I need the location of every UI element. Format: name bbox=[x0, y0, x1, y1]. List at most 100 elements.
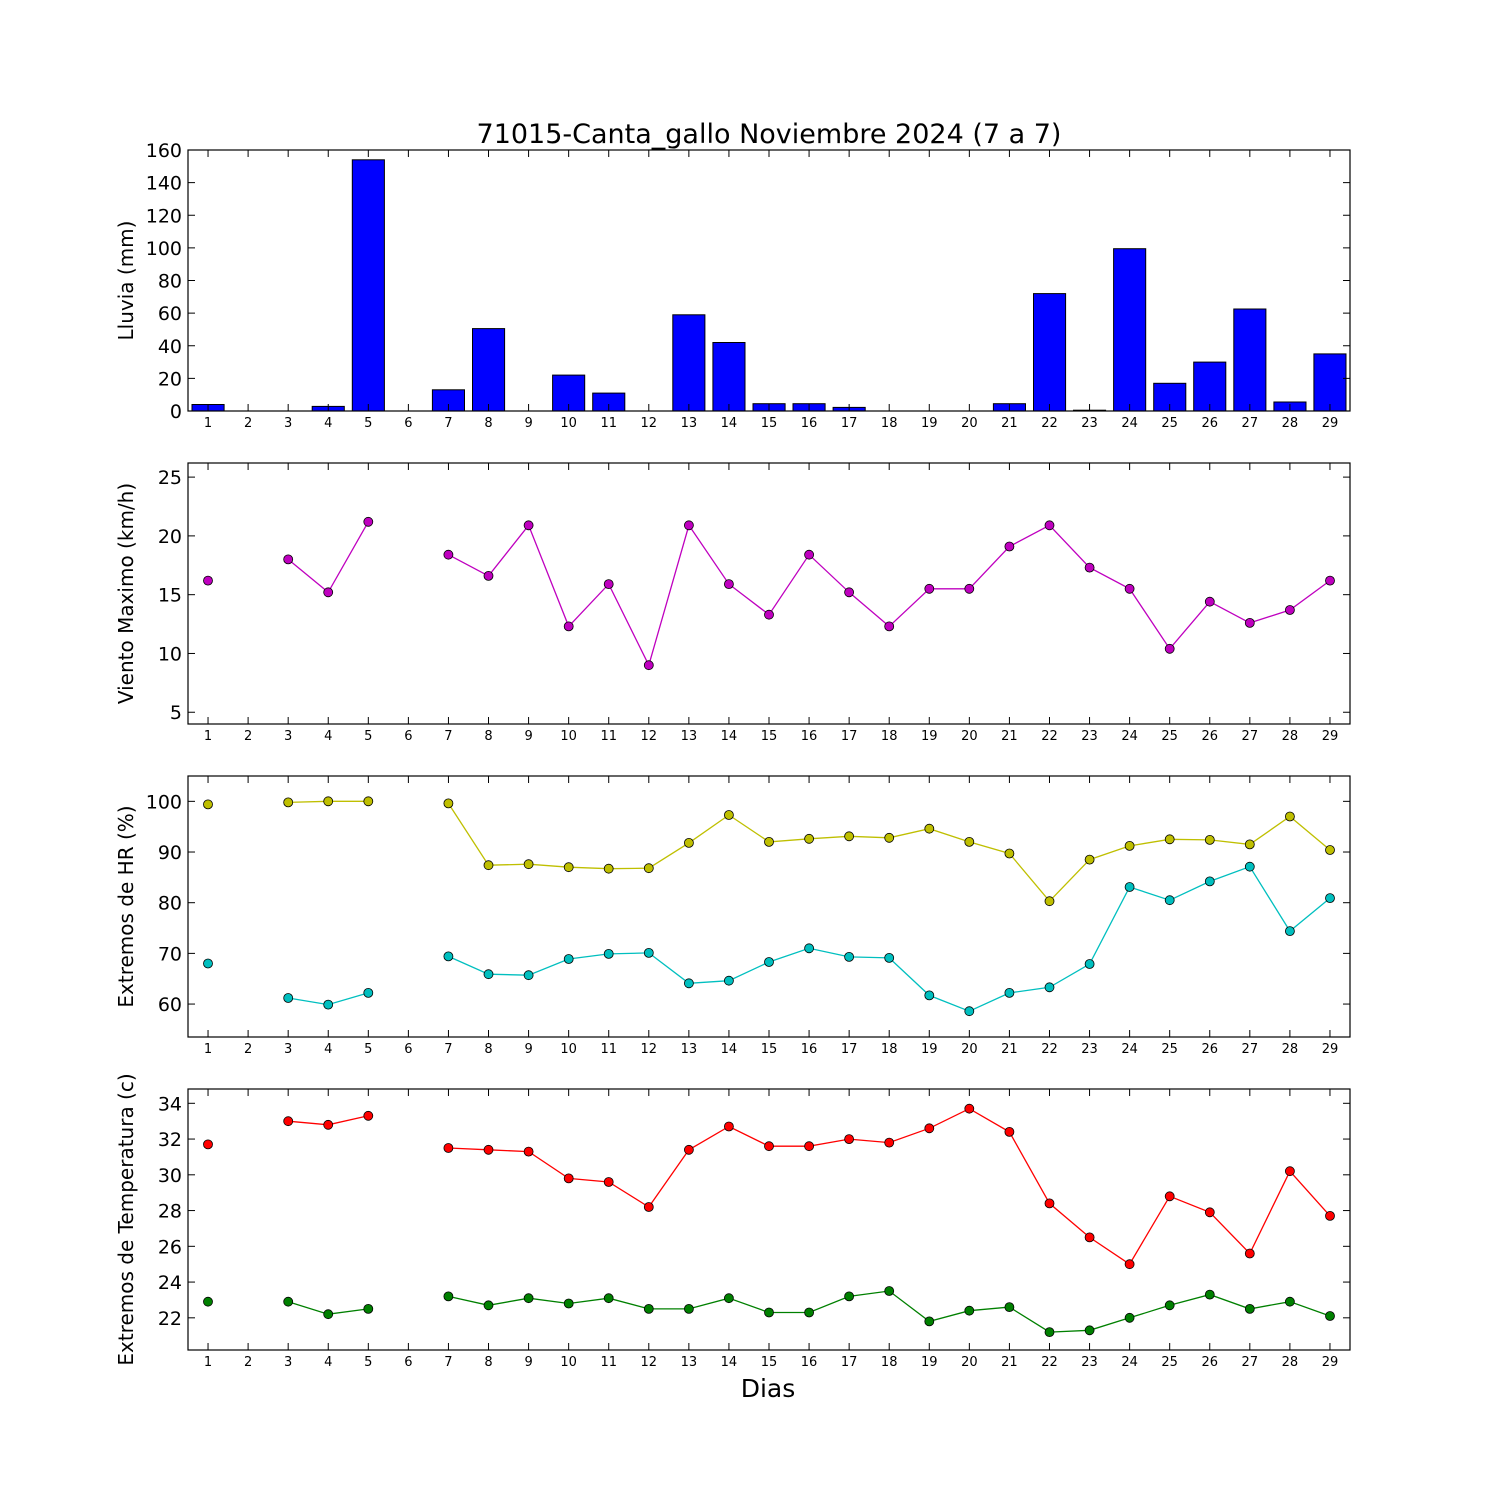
xtick-label: 4 bbox=[324, 1042, 332, 1057]
xtick-label: 28 bbox=[1282, 416, 1299, 431]
xtick-label: 8 bbox=[484, 1355, 492, 1370]
point-hr-0-3 bbox=[283, 797, 294, 808]
point-temperatura-0-25 bbox=[1164, 1191, 1175, 1202]
xtick-label: 17 bbox=[841, 729, 858, 744]
point-hr-1-7 bbox=[443, 951, 454, 962]
point-hr-1-11 bbox=[603, 949, 614, 959]
point-hr-0-10 bbox=[563, 862, 574, 873]
xtick-label: 23 bbox=[1081, 416, 1098, 431]
point-temperatura-0-16 bbox=[804, 1141, 814, 1152]
bar-lluvia-24 bbox=[1113, 248, 1147, 412]
bar-lluvia-14 bbox=[712, 342, 746, 412]
xtick-label: 25 bbox=[1161, 729, 1178, 744]
point-hr-0-5 bbox=[363, 796, 374, 807]
xtick-label: 22 bbox=[1041, 1042, 1058, 1057]
point-hr-0-11 bbox=[603, 863, 614, 874]
xtick-label: 1 bbox=[204, 1355, 212, 1370]
point-hr-1-3 bbox=[283, 993, 294, 1003]
xtick-label: 6 bbox=[404, 729, 412, 744]
ytick-label: 80 bbox=[158, 271, 182, 293]
point-hr-1-8 bbox=[483, 969, 494, 980]
xtick-label: 25 bbox=[1161, 1042, 1178, 1057]
point-hr-1-29 bbox=[1325, 893, 1335, 903]
xtick-label: 2 bbox=[244, 416, 252, 431]
point-hr-0-24 bbox=[1124, 841, 1135, 851]
point-temperatura-0-23 bbox=[1084, 1232, 1095, 1243]
point-hr-1-13 bbox=[684, 978, 694, 989]
xtick-label: 16 bbox=[801, 729, 818, 744]
point-temperatura-0-10 bbox=[563, 1173, 574, 1184]
point-hr-1-19 bbox=[924, 990, 935, 1001]
xtick-label: 9 bbox=[524, 416, 532, 431]
point-temperatura-0-19 bbox=[924, 1123, 935, 1134]
point-viento-0-21 bbox=[1004, 541, 1015, 552]
point-temperatura-0-20 bbox=[964, 1103, 975, 1114]
point-temperatura-1-20 bbox=[964, 1305, 975, 1316]
point-hr-0-22 bbox=[1044, 896, 1055, 907]
point-temperatura-0-15 bbox=[764, 1141, 774, 1152]
xtick-label: 10 bbox=[560, 729, 577, 744]
ytick-label: 24 bbox=[158, 1272, 182, 1294]
xtick-label: 29 bbox=[1322, 416, 1339, 431]
xtick-label: 10 bbox=[560, 416, 577, 431]
xtick-label: 12 bbox=[641, 1355, 658, 1370]
ytick-label: 32 bbox=[158, 1129, 182, 1151]
point-hr-1-12 bbox=[643, 948, 654, 958]
point-temperatura-1-19 bbox=[924, 1316, 935, 1327]
ytick-label: 15 bbox=[158, 585, 182, 607]
xtick-label: 19 bbox=[921, 1042, 938, 1057]
xtick-label: 11 bbox=[600, 416, 617, 431]
point-temperatura-0-26 bbox=[1204, 1207, 1215, 1218]
y-axis-label-hr: Extremos de HR (%) bbox=[114, 805, 138, 1007]
point-temperatura-0-24 bbox=[1124, 1259, 1135, 1270]
xtick-label: 13 bbox=[681, 1355, 698, 1370]
point-hr-0-25 bbox=[1164, 834, 1175, 845]
xtick-label: 14 bbox=[721, 729, 738, 744]
xtick-label: 28 bbox=[1282, 729, 1299, 744]
x-axis-label: Dias bbox=[741, 1374, 796, 1403]
xtick-label: 7 bbox=[444, 1042, 452, 1057]
point-hr-1-17 bbox=[844, 952, 854, 962]
point-viento-0-19 bbox=[924, 583, 935, 594]
point-hr-0-17 bbox=[844, 831, 854, 842]
xtick-label: 4 bbox=[324, 729, 332, 744]
xtick-label: 11 bbox=[600, 729, 617, 744]
y-axis-label-lluvia: Lluvia (mm) bbox=[114, 221, 138, 341]
point-temperatura-1-26 bbox=[1204, 1289, 1215, 1300]
point-hr-0-19 bbox=[924, 823, 935, 834]
xtick-label: 26 bbox=[1201, 729, 1218, 744]
ytick-label: 5 bbox=[170, 702, 182, 724]
point-viento-0-3 bbox=[283, 554, 294, 565]
y-axis-label-viento: Viento Maximo (km/h) bbox=[114, 483, 138, 704]
point-temperatura-1-11 bbox=[603, 1293, 614, 1304]
xtick-label: 29 bbox=[1322, 1355, 1339, 1370]
point-hr-0-8 bbox=[483, 860, 494, 871]
point-temperatura-1-22 bbox=[1044, 1327, 1055, 1337]
point-viento-0-14 bbox=[724, 579, 734, 589]
xtick-label: 18 bbox=[881, 416, 898, 431]
xtick-label: 8 bbox=[484, 416, 492, 431]
xtick-label: 26 bbox=[1201, 416, 1218, 431]
point-viento-0-10 bbox=[563, 621, 574, 632]
point-temperatura-1-1 bbox=[203, 1296, 213, 1307]
point-temperatura-0-22 bbox=[1044, 1198, 1055, 1209]
xtick-label: 21 bbox=[1001, 1042, 1018, 1057]
xtick-label: 10 bbox=[560, 1042, 577, 1057]
point-viento-0-25 bbox=[1164, 643, 1175, 654]
ytick-label: 70 bbox=[158, 943, 182, 965]
point-hr-1-26 bbox=[1204, 876, 1215, 887]
xtick-label: 21 bbox=[1001, 416, 1018, 431]
point-viento-0-4 bbox=[323, 587, 334, 598]
ytick-label: 28 bbox=[158, 1201, 182, 1223]
xtick-label: 12 bbox=[641, 1042, 658, 1057]
xtick-label: 27 bbox=[1242, 729, 1259, 744]
xtick-label: 3 bbox=[284, 416, 292, 431]
point-temperatura-0-28 bbox=[1285, 1166, 1295, 1177]
point-hr-0-20 bbox=[964, 837, 975, 847]
point-temperatura-1-5 bbox=[363, 1304, 374, 1314]
xtick-label: 18 bbox=[881, 729, 898, 744]
point-hr-0-1 bbox=[203, 799, 213, 810]
xtick-label: 28 bbox=[1282, 1042, 1299, 1057]
